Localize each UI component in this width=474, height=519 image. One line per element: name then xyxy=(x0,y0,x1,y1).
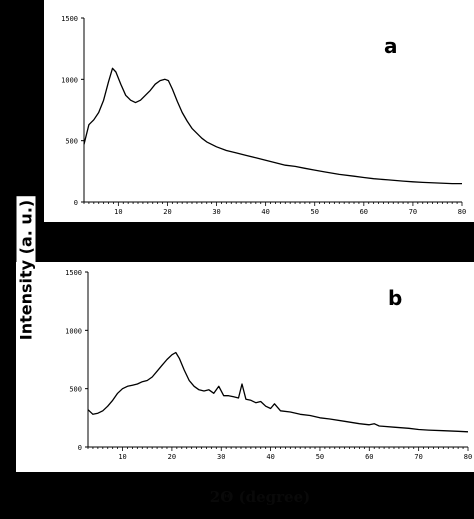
chart-panel-a: 0 500 1000 1500 10 20 30 40 50 60 70 80 a xyxy=(44,0,474,222)
y-tick-label-a: 500 xyxy=(65,138,78,146)
y-tick-label-b: 500 xyxy=(69,386,82,394)
x-tick-label-a: 30 xyxy=(212,208,220,216)
x-tick-label-a: 80 xyxy=(458,208,466,216)
y-tick-label-a: 0 xyxy=(74,199,78,207)
y-tick-label-b: 0 xyxy=(78,444,82,452)
y-tick-label-b: 1500 xyxy=(65,269,82,277)
x-tick-label-b: 20 xyxy=(168,453,176,461)
x-tick-label-b: 60 xyxy=(365,453,373,461)
panel-label-a: a xyxy=(384,34,398,58)
series-line-a-0 xyxy=(83,67,462,185)
x-tick-label-a: 60 xyxy=(360,208,368,216)
x-tick-label-b: 70 xyxy=(414,453,422,461)
x-tick-label-a: 20 xyxy=(163,208,171,216)
x-tick-label-a: 70 xyxy=(409,208,417,216)
y-tick-label-a: 1500 xyxy=(61,15,78,23)
x-tick-label-b: 40 xyxy=(266,453,274,461)
x-tick-label-b: 10 xyxy=(118,453,126,461)
x-tick-label-b: 30 xyxy=(217,453,225,461)
x-tick-label-b: 80 xyxy=(464,453,472,461)
x-axis-title: 2Θ (degree) xyxy=(209,488,311,506)
chart-b-svg: 0 500 1000 1500 10 20 30 40 50 60 70 80 xyxy=(65,269,472,461)
x-tick-label-b: 50 xyxy=(316,453,324,461)
x-tick-label-a: 40 xyxy=(261,208,269,216)
y-tick-label-b: 1000 xyxy=(65,327,82,335)
x-tick-label-a: 50 xyxy=(311,208,319,216)
panel-label-b: b xyxy=(388,286,403,310)
y-axis-title: Intensity (a. u.) xyxy=(16,195,36,345)
chart-panel-b: 0 500 1000 1500 10 20 30 40 50 60 70 80 b xyxy=(16,262,474,472)
chart-a-svg: 0 500 1000 1500 10 20 30 40 50 60 70 80 xyxy=(61,15,466,216)
y-tick-label-a: 1000 xyxy=(61,76,78,84)
x-tick-label-a: 10 xyxy=(114,208,122,216)
series-line-b-0 xyxy=(87,351,469,433)
